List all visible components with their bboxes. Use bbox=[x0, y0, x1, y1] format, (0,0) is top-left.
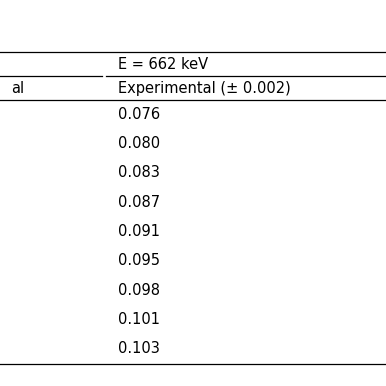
Text: Experimental (± 0.002): Experimental (± 0.002) bbox=[118, 81, 291, 95]
Text: 0.098: 0.098 bbox=[118, 283, 160, 298]
Text: 0.087: 0.087 bbox=[118, 195, 160, 210]
Text: E = 662 keV: E = 662 keV bbox=[118, 57, 208, 72]
Text: 0.095: 0.095 bbox=[118, 254, 160, 268]
Text: 0.101: 0.101 bbox=[118, 312, 160, 327]
Text: 0.091: 0.091 bbox=[118, 224, 160, 239]
Text: 0.103: 0.103 bbox=[118, 342, 159, 356]
Text: al: al bbox=[12, 81, 25, 95]
Text: 0.076: 0.076 bbox=[118, 107, 160, 122]
Text: 0.083: 0.083 bbox=[118, 166, 159, 180]
Text: 0.080: 0.080 bbox=[118, 136, 160, 151]
